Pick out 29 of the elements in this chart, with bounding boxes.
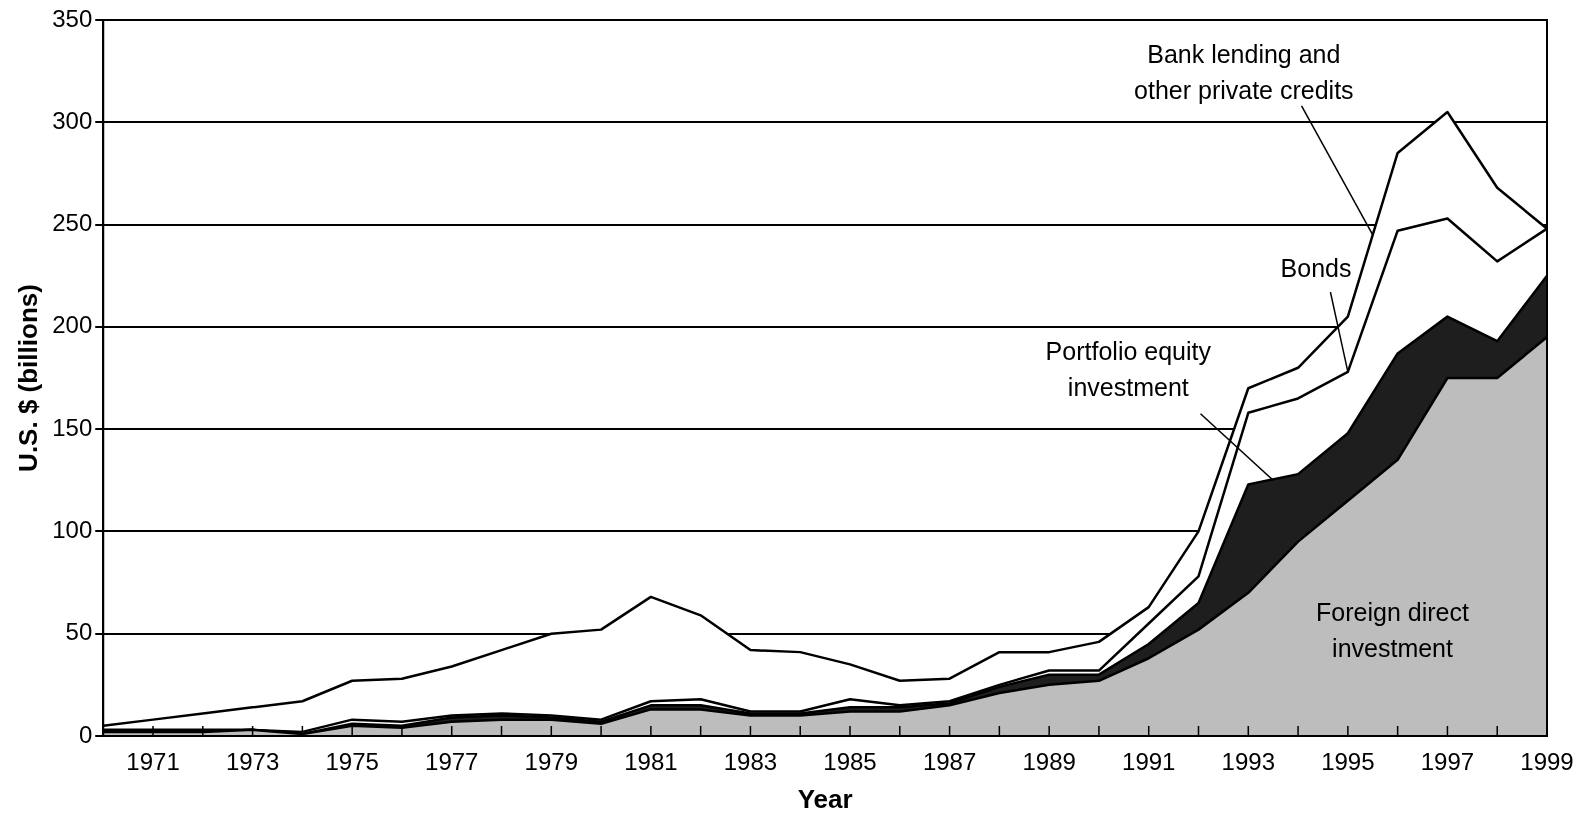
y-tick-label: 350 xyxy=(52,4,93,32)
x-tick-label: 1979 xyxy=(524,748,578,776)
x-tick-label: 1973 xyxy=(225,748,280,776)
x-axis-title: Year xyxy=(797,783,853,814)
y-axis-title: U.S. $ (billions) xyxy=(12,284,43,472)
x-tick-label: 1987 xyxy=(922,748,977,776)
annotation: Portfolio equity investment xyxy=(1045,336,1212,401)
y-tick-label: 50 xyxy=(65,618,93,646)
y-tick-label: 150 xyxy=(52,413,93,441)
x-tick-label: 1993 xyxy=(1221,748,1275,776)
x-tick-label: 1997 xyxy=(1420,748,1475,776)
x-tick-label: 1985 xyxy=(823,748,877,776)
annotation: Bank lending and other private credits xyxy=(1134,39,1354,104)
annotation: Bonds xyxy=(1280,254,1352,283)
x-tick-label: 1989 xyxy=(1022,748,1076,776)
x-tick-label: 1995 xyxy=(1321,748,1375,776)
x-tick-label: 1975 xyxy=(325,748,379,776)
y-tick-label: 0 xyxy=(78,720,93,748)
y-tick-label: 200 xyxy=(52,311,93,339)
x-tick-label: 1983 xyxy=(723,748,778,776)
x-tick-label: 1999 xyxy=(1520,748,1574,776)
x-tick-label: 1981 xyxy=(624,748,678,776)
x-tick-label: 1971 xyxy=(126,748,180,776)
annotation: Foreign direct investment xyxy=(1316,598,1469,663)
x-tick-label: 1991 xyxy=(1122,748,1176,776)
y-tick-label: 100 xyxy=(52,516,93,544)
y-tick-label: 300 xyxy=(52,106,93,134)
x-tick-label: 1977 xyxy=(425,748,479,776)
y-tick-label: 250 xyxy=(52,209,93,237)
